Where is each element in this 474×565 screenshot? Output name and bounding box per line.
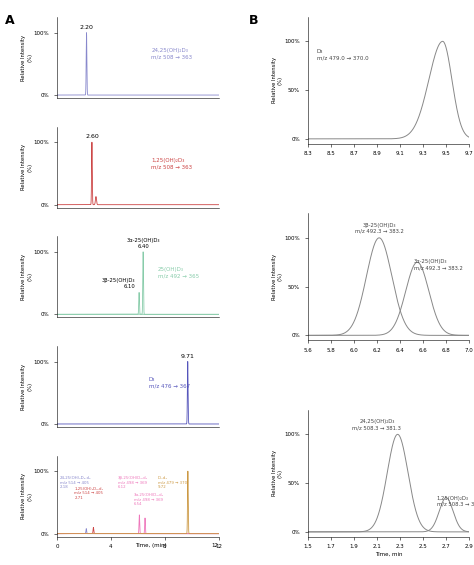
Text: 3α-25(OH)D₃-d₆
m/z 498 → 369
6.54: 3α-25(OH)D₃-d₆ m/z 498 → 369 6.54 — [134, 493, 164, 506]
Text: 3β-25(OH)D₃-d₆
m/z 498 → 369
6.12: 3β-25(OH)D₃-d₆ m/z 498 → 369 6.12 — [118, 476, 147, 489]
Text: B: B — [249, 14, 258, 27]
Text: 2.60: 2.60 — [85, 134, 99, 140]
Text: 12: 12 — [211, 544, 219, 549]
Y-axis label: Relative Intensity
(%): Relative Intensity (%) — [272, 450, 283, 497]
Y-axis label: Relative Intensity
(%): Relative Intensity (%) — [21, 254, 32, 300]
Y-axis label: Relative Intensity
(%): Relative Intensity (%) — [21, 144, 32, 190]
Text: D₃-d₃
m/z 479 → 370
9.72: D₃-d₃ m/z 479 → 370 9.72 — [158, 476, 187, 489]
Text: A: A — [5, 14, 14, 27]
Text: 24,25(OH)₂D₃-d₆
m/z 514 → 405
2.18: 24,25(OH)₂D₃-d₆ m/z 514 → 405 2.18 — [60, 476, 91, 489]
X-axis label: Time, min: Time, min — [374, 552, 402, 557]
Text: 1,25(OH)₂D₃-d₆
m/z 514 → 405
2.71: 1,25(OH)₂D₃-d₆ m/z 514 → 405 2.71 — [74, 487, 103, 500]
Text: 3β-25(OH)D₃
m/z 492.3 → 383.2: 3β-25(OH)D₃ m/z 492.3 → 383.2 — [355, 223, 403, 234]
Text: 1,25(OH)₂D₃
m/z 508 → 363: 1,25(OH)₂D₃ m/z 508 → 363 — [151, 158, 192, 169]
Text: 1,25(OH)₂D₃
m/z 508.3 → 381.3: 1,25(OH)₂D₃ m/z 508.3 → 381.3 — [437, 496, 474, 507]
Text: 24,25(OH)₂D₃
m/z 508 → 363: 24,25(OH)₂D₃ m/z 508 → 363 — [151, 48, 192, 59]
Text: Time, (min): Time, (min) — [136, 544, 167, 549]
Y-axis label: Relative Intensity
(%): Relative Intensity (%) — [21, 473, 32, 519]
Text: D₃
m/z 479.0 → 370.0: D₃ m/z 479.0 → 370.0 — [317, 49, 368, 60]
Text: 2.20: 2.20 — [80, 25, 93, 30]
Text: 24,25(OH)₂D₃
m/z 508.3 → 381.3: 24,25(OH)₂D₃ m/z 508.3 → 381.3 — [352, 419, 401, 431]
Y-axis label: Relative Intensity
(%): Relative Intensity (%) — [272, 57, 283, 103]
Text: D₃
m/z 476 → 367: D₃ m/z 476 → 367 — [148, 377, 190, 388]
Text: 3α-25(OH)D₃
m/z 492.3 → 383.2: 3α-25(OH)D₃ m/z 492.3 → 383.2 — [414, 259, 463, 271]
Text: 9.71: 9.71 — [181, 354, 195, 359]
Text: 25(OH)D₃
m/z 492 → 365: 25(OH)D₃ m/z 492 → 365 — [158, 267, 199, 279]
Y-axis label: Relative Intensity
(%): Relative Intensity (%) — [21, 34, 32, 81]
Text: 3β-25(OH)D₃
6.10: 3β-25(OH)D₃ 6.10 — [101, 278, 135, 289]
Text: 3α-25(OH)D₃
6.40: 3α-25(OH)D₃ 6.40 — [127, 238, 160, 249]
Y-axis label: Relative Intensity
(%): Relative Intensity (%) — [272, 254, 283, 300]
Y-axis label: Relative Intensity
(%): Relative Intensity (%) — [21, 363, 32, 410]
